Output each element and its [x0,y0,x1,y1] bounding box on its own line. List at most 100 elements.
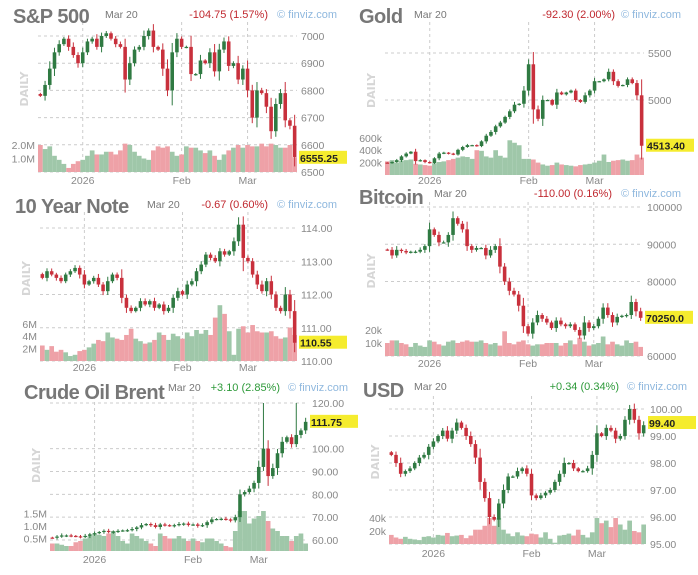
candle-body[interactable] [479,247,483,250]
candle-body[interactable] [38,93,43,96]
candle-body[interactable] [289,437,294,445]
candle-body[interactable] [144,524,148,526]
candle-body[interactable] [621,84,625,87]
candle-body[interactable] [498,122,503,127]
candle-body[interactable] [82,274,87,285]
candle-body[interactable] [91,277,96,282]
candle-body[interactable] [176,291,180,298]
candle-body[interactable] [581,471,585,473]
candle-body[interactable] [450,430,454,439]
candle-body[interactable] [610,315,615,323]
candle-body[interactable] [557,473,562,482]
candle-body[interactable] [245,68,250,91]
candle-body[interactable] [536,109,540,119]
candle-body[interactable] [385,249,390,251]
candle-body[interactable] [260,284,264,292]
candle-body[interactable] [241,224,246,258]
candle-body[interactable] [171,297,175,308]
candle-body[interactable] [417,457,422,463]
candle-body[interactable] [418,160,423,162]
candle-body[interactable] [632,409,637,420]
candle-body[interactable] [409,251,413,253]
candle-body[interactable] [497,503,501,520]
candle-body[interactable] [162,304,166,312]
candle-body[interactable] [623,419,627,436]
candle-body[interactable] [515,471,520,477]
candle-body[interactable] [175,38,179,53]
candle-body[interactable] [606,71,611,80]
candle-body[interactable] [554,320,559,329]
candle-body[interactable] [124,297,129,308]
candle-body[interactable] [587,322,591,329]
candle-body[interactable] [488,249,493,256]
candle-body[interactable] [166,307,171,312]
candle-body[interactable] [637,419,641,434]
candle-body[interactable] [620,315,624,317]
candle-body[interactable] [522,90,526,104]
candle-body[interactable] [232,241,236,252]
candle-body[interactable] [611,71,616,82]
candle-body[interactable] [88,534,92,536]
candle-body[interactable] [516,294,521,306]
candle-body[interactable] [432,229,437,235]
candle-body[interactable] [256,466,261,483]
chart-panel-gold[interactable]: 5500 5000 2026 Feb Mar DAILY 600k 400k 200k 4513.… [349,0,698,190]
chart-panel-crude-oil-brent[interactable]: 120.00 100.00 90.00 80.00 70.00 60.00 2026 Feb M… [0,380,358,570]
candle-body[interactable] [149,524,153,526]
candle-body[interactable] [483,481,487,499]
candle-body[interactable] [208,254,213,258]
candle-body[interactable] [40,274,45,278]
candle-body[interactable] [109,33,113,39]
candle-body[interactable] [250,261,255,275]
candle-body[interactable] [484,135,489,142]
candle-body[interactable] [101,284,105,292]
candle-body[interactable] [493,246,498,250]
candle-body[interactable] [464,427,468,436]
candle-body[interactable] [475,145,479,147]
candle-body[interactable] [540,315,544,319]
candle-body[interactable] [151,30,156,47]
candle-body[interactable] [577,329,582,336]
candle-body[interactable] [199,264,203,272]
candle-body[interactable] [73,267,77,272]
finviz-link[interactable]: © finviz.com [277,199,338,211]
candle-body[interactable] [604,427,609,436]
candle-body[interactable] [394,454,398,463]
candle-body[interactable] [283,93,288,121]
chart-panel-s-p-500[interactable]: 7000 6900 6800 6700 6600 6500 2026 Feb Mar DAILY 2… [0,0,349,190]
candle-body[interactable] [540,100,545,119]
candle-body[interactable] [595,433,599,455]
candle-body[interactable] [545,318,549,323]
candle-body[interactable] [219,518,224,520]
candle-body[interactable] [426,446,431,455]
candle-body[interactable] [531,64,536,110]
candle-body[interactable] [275,453,280,469]
candle-body[interactable] [116,530,120,533]
candle-body[interactable] [591,326,596,329]
candle-body[interactable] [271,468,275,477]
candle-body[interactable] [468,436,473,445]
candle-body[interactable] [222,41,226,50]
finviz-link[interactable]: © finviz.com [277,9,338,21]
candle-body[interactable] [87,281,91,285]
candle-body[interactable] [413,151,418,162]
candle-body[interactable] [111,531,116,533]
candle-body[interactable] [564,92,569,95]
candle-body[interactable] [418,249,422,252]
candle-body[interactable] [179,38,184,47]
candle-body[interactable] [106,530,111,533]
candle-body[interactable] [627,409,632,420]
candle-body[interactable] [436,436,440,442]
candle-body[interactable] [634,301,638,312]
chart-panel-bitcoin[interactable]: 100000 90000 80000 60000 2026 Feb Mar DAILY 20k 1… [349,187,698,380]
candle-body[interactable] [596,318,601,327]
candle-body[interactable] [43,84,47,96]
candle-body[interactable] [236,63,240,80]
candle-body[interactable] [139,525,144,528]
candle-body[interactable] [431,441,436,447]
candle-body[interactable] [212,52,217,72]
candle-body[interactable] [78,536,83,538]
candle-body[interactable] [590,454,595,469]
candle-body[interactable] [567,463,571,465]
candle-body[interactable] [440,430,445,436]
